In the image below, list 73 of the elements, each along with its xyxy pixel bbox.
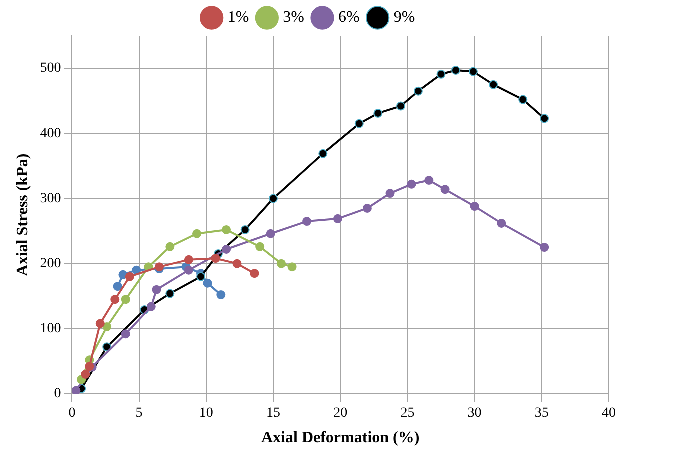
point: [333, 214, 342, 224]
y-tick-label: 100: [40, 322, 62, 337]
point: [102, 322, 112, 332]
legend-label: 3%: [283, 9, 304, 26]
point: [440, 185, 450, 194]
point: [232, 259, 242, 268]
point: [288, 262, 297, 272]
point: [96, 319, 105, 328]
point: [125, 272, 134, 282]
y-tick-label: 300: [40, 191, 62, 206]
point: [222, 245, 232, 254]
x-tick-label: 0: [68, 406, 76, 422]
point: [540, 114, 550, 124]
y-tick-label: 200: [40, 256, 62, 272]
point: [436, 70, 446, 79]
point: [414, 86, 423, 96]
point: [540, 243, 550, 252]
legend-label: 9%: [394, 9, 416, 26]
point: [121, 295, 130, 304]
point: [256, 242, 265, 252]
point: [277, 259, 286, 268]
y-axis-title: Axial Stress (kPa): [14, 154, 32, 276]
x-axis-title: Axial Deformation (%): [262, 430, 420, 447]
point: [362, 204, 372, 213]
point: [146, 302, 156, 312]
x-tick-label: 15: [266, 406, 280, 422]
point: [121, 330, 130, 339]
point: [222, 225, 232, 234]
point: [470, 202, 480, 212]
point: [85, 362, 94, 372]
point: [211, 254, 220, 264]
point: [302, 217, 312, 226]
x-tick-label: 30: [468, 406, 482, 422]
point: [192, 229, 202, 238]
point: [386, 189, 395, 198]
x-tick-label: 25: [400, 406, 415, 422]
y-tick-label: 500: [40, 61, 62, 76]
point: [374, 108, 383, 118]
x-tick-label: 5: [136, 406, 143, 422]
point: [110, 295, 120, 304]
point: [152, 285, 162, 294]
point: [318, 149, 328, 158]
point: [166, 242, 175, 252]
x-tick-label: 40: [602, 406, 616, 422]
legend-label: 1%: [228, 9, 250, 26]
x-tick-label: 10: [199, 406, 214, 422]
point: [407, 180, 416, 189]
point: [489, 80, 498, 90]
point: [424, 176, 434, 185]
point: [266, 229, 276, 238]
point: [518, 95, 528, 104]
point: [184, 255, 194, 264]
point: [468, 67, 478, 76]
point: [497, 218, 506, 228]
point: [452, 66, 461, 75]
point: [250, 269, 260, 278]
point: [113, 282, 122, 292]
x-tick-label: 35: [534, 406, 549, 422]
point: [240, 225, 250, 234]
point: [396, 102, 406, 111]
point: [269, 194, 278, 204]
point: [72, 386, 81, 394]
y-tick-label: 0: [54, 386, 62, 402]
point: [81, 370, 90, 379]
x-tick-label: 20: [334, 406, 348, 422]
point: [216, 290, 226, 300]
point: [196, 272, 206, 282]
point: [354, 119, 364, 128]
legend-label: 6%: [338, 9, 360, 26]
y-tick-label: 400: [40, 126, 62, 142]
point: [166, 289, 175, 298]
point: [203, 278, 212, 288]
point: [184, 266, 194, 275]
